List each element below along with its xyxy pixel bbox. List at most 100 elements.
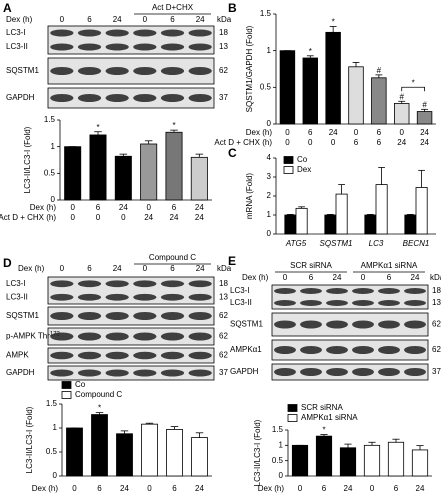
error-bar xyxy=(416,445,424,450)
x-tick-label: 6 xyxy=(322,484,327,493)
panel-letter: E xyxy=(228,254,236,268)
protein-label: SQSTM1 xyxy=(6,66,39,75)
band xyxy=(105,351,129,360)
bar xyxy=(324,214,337,235)
band xyxy=(105,332,129,341)
band xyxy=(50,29,74,37)
error-bar xyxy=(298,206,305,209)
band xyxy=(352,300,374,306)
x-tick-label: 6 xyxy=(377,138,382,147)
band xyxy=(300,320,322,329)
protein-label: AMPKα1 xyxy=(230,345,262,354)
band xyxy=(133,43,157,51)
y-tick-label: 1.5 xyxy=(272,425,284,434)
band xyxy=(50,67,74,75)
bar xyxy=(393,103,410,125)
lane-value: 0 xyxy=(143,264,148,273)
x-tick-label: 6 xyxy=(172,203,177,212)
lane-value: 6 xyxy=(309,273,314,282)
band xyxy=(105,312,129,320)
legend-swatch xyxy=(61,391,72,399)
error-bar xyxy=(145,422,154,425)
y-axis-label: mRNA (Fold) xyxy=(245,173,254,220)
error-bar xyxy=(170,129,178,133)
bar xyxy=(363,444,381,477)
x-row-label: Dex (h) xyxy=(258,484,285,493)
y-tick-label: 1 xyxy=(279,440,284,449)
x-tick-label: 24 xyxy=(119,203,128,212)
blot-frame xyxy=(47,25,215,55)
y-tick-label: 2 xyxy=(267,191,272,200)
y-axis-label: LC3-II/LC3-I (Fold) xyxy=(253,419,262,486)
band xyxy=(188,332,212,341)
group-label: SCR siRNA xyxy=(290,261,332,270)
protein-label: LC3-II xyxy=(6,42,28,51)
panel-letter: A xyxy=(3,1,12,15)
band xyxy=(160,351,185,360)
x-tick-label: 24 xyxy=(329,128,338,137)
band xyxy=(300,368,322,376)
legend-label: Compound C xyxy=(75,390,122,399)
significance-mark: # xyxy=(377,66,382,75)
x-row-label: Dex (h) xyxy=(30,203,57,212)
band xyxy=(300,288,322,294)
error-bar xyxy=(398,100,406,104)
kda-value: 62 xyxy=(432,320,441,329)
x-tick-label: 0 xyxy=(70,203,75,212)
band xyxy=(160,332,185,341)
band xyxy=(105,293,129,301)
lane-value: 24 xyxy=(196,264,205,273)
x-tick-label: 24 xyxy=(195,213,204,222)
kda-value: 37 xyxy=(219,93,228,102)
protein-name: SQSTM1 xyxy=(230,320,263,329)
x-tick-label: 24 xyxy=(420,138,429,147)
bar xyxy=(415,187,428,235)
blot-frame xyxy=(47,276,215,305)
kda-value: 13 xyxy=(219,292,228,301)
bar xyxy=(140,143,158,201)
band xyxy=(160,280,185,288)
bar xyxy=(404,214,417,235)
x-tick-label: 24 xyxy=(195,484,204,493)
band xyxy=(352,368,374,376)
x-row-label: Dex (h) xyxy=(32,484,59,493)
bar xyxy=(190,156,208,201)
band xyxy=(77,280,102,288)
significance-mark: * xyxy=(309,47,312,56)
blot-frame xyxy=(47,327,215,346)
error-bar xyxy=(195,153,204,158)
legend-swatch xyxy=(287,404,298,412)
band xyxy=(133,369,157,377)
protein-label: LC3-I xyxy=(230,286,250,295)
band xyxy=(188,29,212,37)
band xyxy=(404,300,426,306)
lane-label: Dex (h) xyxy=(242,273,269,282)
legend-swatch xyxy=(283,156,294,164)
x-tick-label: 0 xyxy=(308,138,313,147)
x-tick-label: 0 xyxy=(121,213,126,222)
blot-frame xyxy=(271,339,429,361)
lane-value: 24 xyxy=(411,273,420,282)
band xyxy=(77,67,102,75)
error-bar xyxy=(320,434,328,437)
error-bar xyxy=(329,26,337,33)
band xyxy=(160,67,185,75)
band xyxy=(326,346,348,354)
band xyxy=(133,29,157,37)
protein-name: LC3-II xyxy=(6,42,28,51)
band xyxy=(378,320,400,329)
x-tick-label: 6 xyxy=(308,128,313,137)
y-tick-label: 1 xyxy=(267,46,272,55)
band xyxy=(77,312,102,320)
y-tick-label: 1.5 xyxy=(260,9,272,18)
bar xyxy=(284,214,297,235)
bar xyxy=(141,423,158,477)
band xyxy=(188,369,212,377)
band xyxy=(160,94,185,102)
band xyxy=(105,67,129,75)
x-tick-label: 0 xyxy=(285,138,290,147)
x-tick-label: 24 xyxy=(420,128,429,137)
kda-value: 62 xyxy=(432,345,441,354)
lane-value: 24 xyxy=(113,15,122,24)
